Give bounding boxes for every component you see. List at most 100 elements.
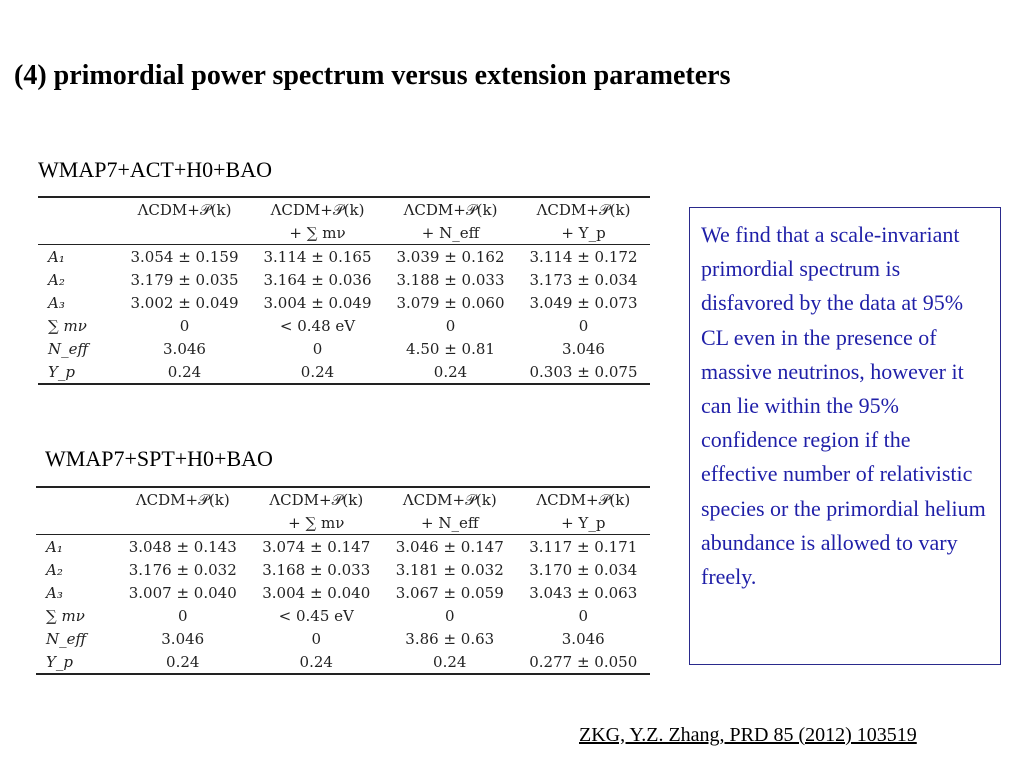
table-cell: 3.002 ± 0.049: [130, 293, 239, 312]
table-cell: 0: [445, 316, 456, 335]
row-label: A₃: [46, 583, 63, 602]
table-cell: 0: [444, 606, 455, 625]
slide-title: (4) primordial power spectrum versus ext…: [14, 60, 731, 91]
header-corner: [38, 196, 118, 221]
header-cell: + N_eff: [384, 221, 517, 245]
header-cell: ΛCDM+𝒫(k): [251, 196, 384, 221]
table-cell: < 0.48 eV: [279, 316, 356, 335]
table-cell: 3.164 ± 0.036: [263, 270, 372, 289]
header-cell: + Y_p: [517, 221, 650, 245]
table-cell: 4.50 ± 0.81: [406, 339, 495, 358]
table-cell: 3.114 ± 0.172: [529, 247, 638, 266]
table-cell: 3.074 ± 0.147: [262, 537, 371, 556]
header-cell: + ∑ mν: [251, 221, 384, 245]
table-cell: 3.173 ± 0.034: [529, 270, 638, 289]
header-row-top: ΛCDM+𝒫(k) ΛCDM+𝒫(k) ΛCDM+𝒫(k) ΛCDM+𝒫(k): [36, 486, 650, 511]
table-cell: 3.039 ± 0.162: [396, 247, 505, 266]
table-cell: 3.067 ± 0.059: [395, 583, 504, 602]
table-cell: 3.181 ± 0.032: [395, 560, 504, 579]
citation-reference: ZKG, Y.Z. Zhang, PRD 85 (2012) 103519: [579, 724, 917, 746]
table-cell: 3.054 ± 0.159: [130, 247, 239, 266]
table-cell: 3.004 ± 0.040: [262, 583, 371, 602]
table-row: ∑ mν 0 < 0.45 eV 0 0: [36, 604, 650, 627]
table-cell: 3.046: [561, 629, 605, 648]
table-cell: 0: [578, 606, 589, 625]
table-cell: 3.176 ± 0.032: [128, 560, 237, 579]
table-row: Y_p 0.24 0.24 0.24 0.277 ± 0.050: [36, 650, 650, 675]
table-cell: < 0.45 eV: [278, 606, 354, 625]
table-cell: 3.049 ± 0.073: [529, 293, 638, 312]
table-cell: 0.24: [116, 650, 250, 675]
table-cell: 3.168 ± 0.033: [262, 560, 371, 579]
header-cell: ΛCDM+𝒫(k): [116, 486, 250, 511]
header-cell: + ∑ mν: [249, 511, 383, 535]
table-label-act: WMAP7+ACT+H0+BAO: [38, 157, 273, 182]
row-label: A₁: [48, 247, 65, 266]
parameter-table-spt: ΛCDM+𝒫(k) ΛCDM+𝒫(k) ΛCDM+𝒫(k) ΛCDM+𝒫(k) …: [36, 486, 650, 675]
table-cell: 0: [578, 316, 589, 335]
row-label: A₁: [46, 537, 63, 556]
table-label-spt: WMAP7+SPT+H0+BAO: [45, 446, 273, 471]
table-cell: 3.004 ± 0.049: [263, 293, 372, 312]
table-row: ∑ mν 0 < 0.48 eV 0 0: [38, 314, 650, 337]
table-row: N_eff 3.046 0 3.86 ± 0.63 3.046: [36, 627, 650, 650]
header-row-bottom: + ∑ mν + N_eff + Y_p: [38, 221, 650, 245]
row-label: Y_p: [38, 360, 118, 385]
table-row: A₁ 3.054 ± 0.159 3.114 ± 0.165 3.039 ± 0…: [38, 245, 650, 269]
header-cell: [118, 221, 251, 245]
header-cell: + N_eff: [383, 511, 517, 535]
row-label: ∑ mν: [46, 606, 85, 625]
table-cell: 3.007 ± 0.040: [128, 583, 237, 602]
table-cell: 3.188 ± 0.033: [396, 270, 505, 289]
row-label: Y_p: [36, 650, 116, 675]
table-row: Y_p 0.24 0.24 0.24 0.303 ± 0.075: [38, 360, 650, 385]
table-cell: 3.046: [163, 339, 206, 358]
table-cell: 0.24: [383, 650, 517, 675]
row-label: A₂: [46, 560, 63, 579]
table-cell: 0: [179, 316, 190, 335]
table-cell: 0: [312, 339, 323, 358]
header-cell: + Y_p: [516, 511, 650, 535]
parameter-table-act: ΛCDM+𝒫(k) ΛCDM+𝒫(k) ΛCDM+𝒫(k) ΛCDM+𝒫(k) …: [38, 196, 650, 385]
row-label: ∑ mν: [48, 316, 87, 335]
table-cell: 0.277 ± 0.050: [516, 650, 650, 675]
table-row: A₂ 3.179 ± 0.035 3.164 ± 0.036 3.188 ± 0…: [38, 268, 650, 291]
header-row-top: ΛCDM+𝒫(k) ΛCDM+𝒫(k) ΛCDM+𝒫(k) ΛCDM+𝒫(k): [38, 196, 650, 221]
conclusion-note: We find that a scale-invariant primordia…: [689, 207, 1001, 665]
header-corner: [36, 486, 116, 511]
table-row: A₂ 3.176 ± 0.032 3.168 ± 0.033 3.181 ± 0…: [36, 558, 650, 581]
header-corner: [36, 511, 116, 535]
table-cell: 0.303 ± 0.075: [517, 360, 650, 385]
table-cell: 0.24: [249, 650, 383, 675]
table-cell: 0: [177, 606, 188, 625]
table-cell: 3.114 ± 0.165: [263, 247, 372, 266]
row-label: A₂: [48, 270, 65, 289]
header-corner: [38, 221, 118, 245]
table-cell: 3.117 ± 0.171: [529, 537, 638, 556]
table-row: A₃ 3.002 ± 0.049 3.004 ± 0.049 3.079 ± 0…: [38, 291, 650, 314]
table-cell: 3.043 ± 0.063: [529, 583, 638, 602]
header-cell: ΛCDM+𝒫(k): [384, 196, 517, 221]
row-label: N_eff: [46, 629, 87, 648]
table-cell: 0: [311, 629, 322, 648]
header-cell: [116, 511, 250, 535]
header-cell: ΛCDM+𝒫(k): [516, 486, 650, 511]
table-cell: 3.079 ± 0.060: [396, 293, 505, 312]
table-cell: 3.86 ± 0.63: [405, 629, 495, 648]
table-cell: 3.046: [562, 339, 605, 358]
table-cell: 0.24: [251, 360, 384, 385]
row-label: A₃: [48, 293, 65, 312]
header-cell: ΛCDM+𝒫(k): [383, 486, 517, 511]
header-cell: ΛCDM+𝒫(k): [118, 196, 251, 221]
header-cell: ΛCDM+𝒫(k): [517, 196, 650, 221]
header-row-bottom: + ∑ mν + N_eff + Y_p: [36, 511, 650, 535]
table-cell: 0.24: [384, 360, 517, 385]
table-cell: 3.046 ± 0.147: [395, 537, 504, 556]
row-label: N_eff: [48, 339, 89, 358]
table-cell: 3.048 ± 0.143: [128, 537, 237, 556]
table-cell: 0.24: [118, 360, 251, 385]
table-cell: 3.179 ± 0.035: [130, 270, 239, 289]
table-row: A₁ 3.048 ± 0.143 3.074 ± 0.147 3.046 ± 0…: [36, 535, 650, 559]
table-row: A₃ 3.007 ± 0.040 3.004 ± 0.040 3.067 ± 0…: [36, 581, 650, 604]
table-row: N_eff 3.046 0 4.50 ± 0.81 3.046: [38, 337, 650, 360]
